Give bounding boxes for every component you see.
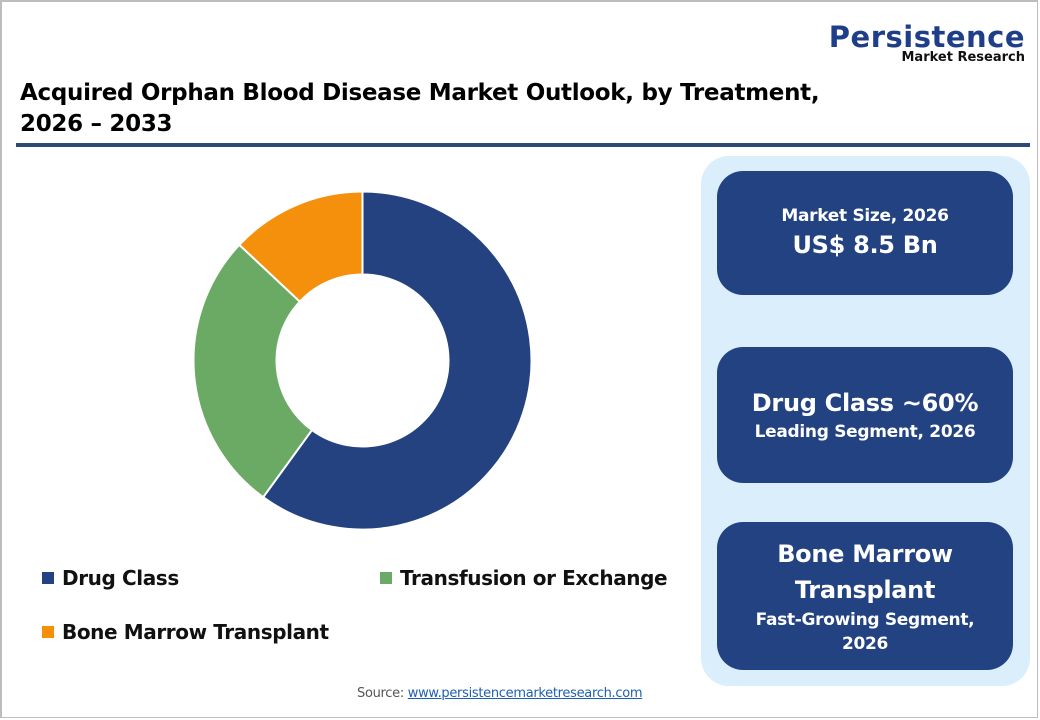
logo-main-text: Persistence [828,20,1025,54]
source-note: Source: www.persistencemarketresearch.co… [357,686,643,701]
fast-growing-value-line2: Transplant [794,576,936,604]
donut-chart [192,190,533,531]
fast-growing-label-line1: Fast-Growing Segment, [755,610,975,630]
legend-label: Transfusion or Exchange [400,566,668,590]
leading-segment-label: Leading Segment, 2026 [754,422,976,442]
legend-swatch-drug-class [42,572,54,584]
legend-item-drug-class: Drug Class [42,566,179,590]
donut-slice-drug-class [261,190,533,531]
leading-segment-value: Drug Class ~60% [751,389,979,417]
market-size-card: Market Size, 2026 US$ 8.5 Bn [717,171,1013,295]
fast-growing-label-line2: 2026 [841,634,889,654]
legend-item-bone-marrow: Bone Marrow Transplant [42,620,329,644]
source-link[interactable]: www.persistencemarketresearch.com [407,686,643,701]
chart-title: Acquired Orphan Blood Disease Market Out… [20,78,900,140]
fast-growing-value-line1: Bone Marrow [777,540,953,568]
donut-slice-bone-marrow [237,190,364,304]
chart-title-line2: 2026 – 2033 [20,111,173,137]
market-size-value: US$ 8.5 Bn [792,231,938,259]
legend-label: Bone Marrow Transplant [62,620,329,644]
leading-segment-card: Drug Class ~60% Leading Segment, 2026 [717,347,1013,483]
persistence-logo: Persistence Market Research [815,22,1025,65]
legend-label: Drug Class [62,566,179,590]
logo-sub-text: Market Research [901,50,1026,65]
market-size-label: Market Size, 2026 [781,206,949,226]
legend-swatch-transfusion [380,572,392,584]
source-label: Source: [357,686,408,701]
fast-growing-card: Bone Marrow Transplant Fast-Growing Segm… [717,522,1013,670]
legend-swatch-bone-marrow [42,626,54,638]
legend-item-transfusion: Transfusion or Exchange [380,566,668,590]
chart-title-line1: Acquired Orphan Blood Disease Market Out… [20,80,820,106]
donut-slice-transfusion [192,243,314,499]
title-divider [16,143,1030,147]
